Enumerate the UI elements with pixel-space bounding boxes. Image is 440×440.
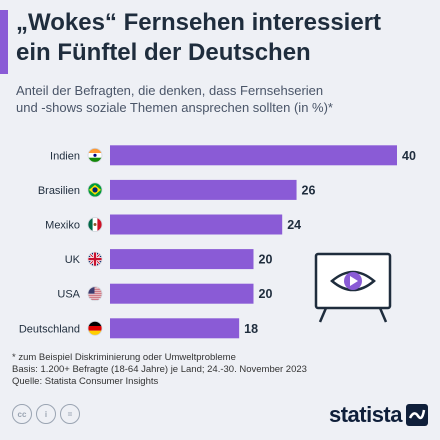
- flag-usa-icon: [87, 286, 103, 302]
- value-label: 18: [244, 322, 258, 336]
- value-label: 20: [259, 287, 273, 301]
- flag-brazil-icon: [87, 182, 103, 198]
- flag-germany-icon: [87, 320, 103, 336]
- creative-commons-icon[interactable]: cc: [12, 404, 32, 424]
- bar: [110, 145, 397, 166]
- flag-mexico-icon: [87, 217, 103, 232]
- flag-india-icon: [87, 147, 103, 163]
- value-label: 24: [287, 218, 301, 232]
- footnote-basis: Basis: 1.200+ Befragte (18-64 Jahre) je …: [12, 364, 307, 375]
- bar: [110, 249, 254, 270]
- value-label: 20: [259, 253, 273, 267]
- flag-uk-icon: [87, 251, 103, 267]
- chart-title-line-1: „Wokes“ Fernsehen interessiert: [16, 9, 382, 36]
- bar-chart-svg: Indien 40 Brasilien 26 Mexiko 24 UK 20 USA 20 Deut…: [19, 145, 416, 339]
- chart-title: „Wokes“ Fernsehen interessiert ein Fünft…: [16, 8, 431, 68]
- category-label: Deutschland: [19, 323, 80, 335]
- bar: [110, 283, 254, 304]
- chart-subtitle: Anteil der Befragten, die denken, dass F…: [16, 82, 431, 116]
- statista-logo[interactable]: statista: [329, 402, 428, 428]
- license-icons: cc i =: [12, 404, 80, 426]
- bar: [110, 179, 297, 200]
- category-label: Mexiko: [45, 220, 80, 232]
- footnote: * zum Beispiel Diskriminierung oder Umwe…: [12, 352, 432, 388]
- statista-logo-mark-icon: [406, 404, 428, 426]
- category-label: USA: [57, 289, 80, 301]
- category-label: Indien: [50, 150, 80, 162]
- bar-chart: Indien 40 Brasilien 26 Mexiko 24 UK 20 USA 20 Deut…: [0, 130, 440, 345]
- title-accent-bar: [0, 10, 8, 74]
- value-label: 26: [302, 183, 316, 197]
- footnote-note: * zum Beispiel Diskriminierung oder Umwe…: [12, 352, 236, 363]
- category-label: UK: [65, 254, 81, 266]
- no-derivatives-icon[interactable]: =: [60, 404, 80, 424]
- chart-title-line-2: ein Fünftel der Deutschen: [16, 39, 311, 66]
- value-label: 40: [402, 149, 416, 163]
- chart-subtitle-line-2: und -shows soziale Themen ansprechen sol…: [16, 100, 333, 115]
- footnote-source: Quelle: Statista Consumer Insights: [12, 376, 159, 387]
- chart-subtitle-line-1: Anteil der Befragten, die denken, dass F…: [16, 83, 324, 98]
- bar: [110, 214, 283, 235]
- tv-eye-icon: [314, 252, 392, 323]
- statista-logo-text: statista: [328, 402, 403, 427]
- category-label: Brasilien: [38, 185, 80, 197]
- bar: [110, 318, 240, 339]
- attribution-icon[interactable]: i: [36, 404, 56, 424]
